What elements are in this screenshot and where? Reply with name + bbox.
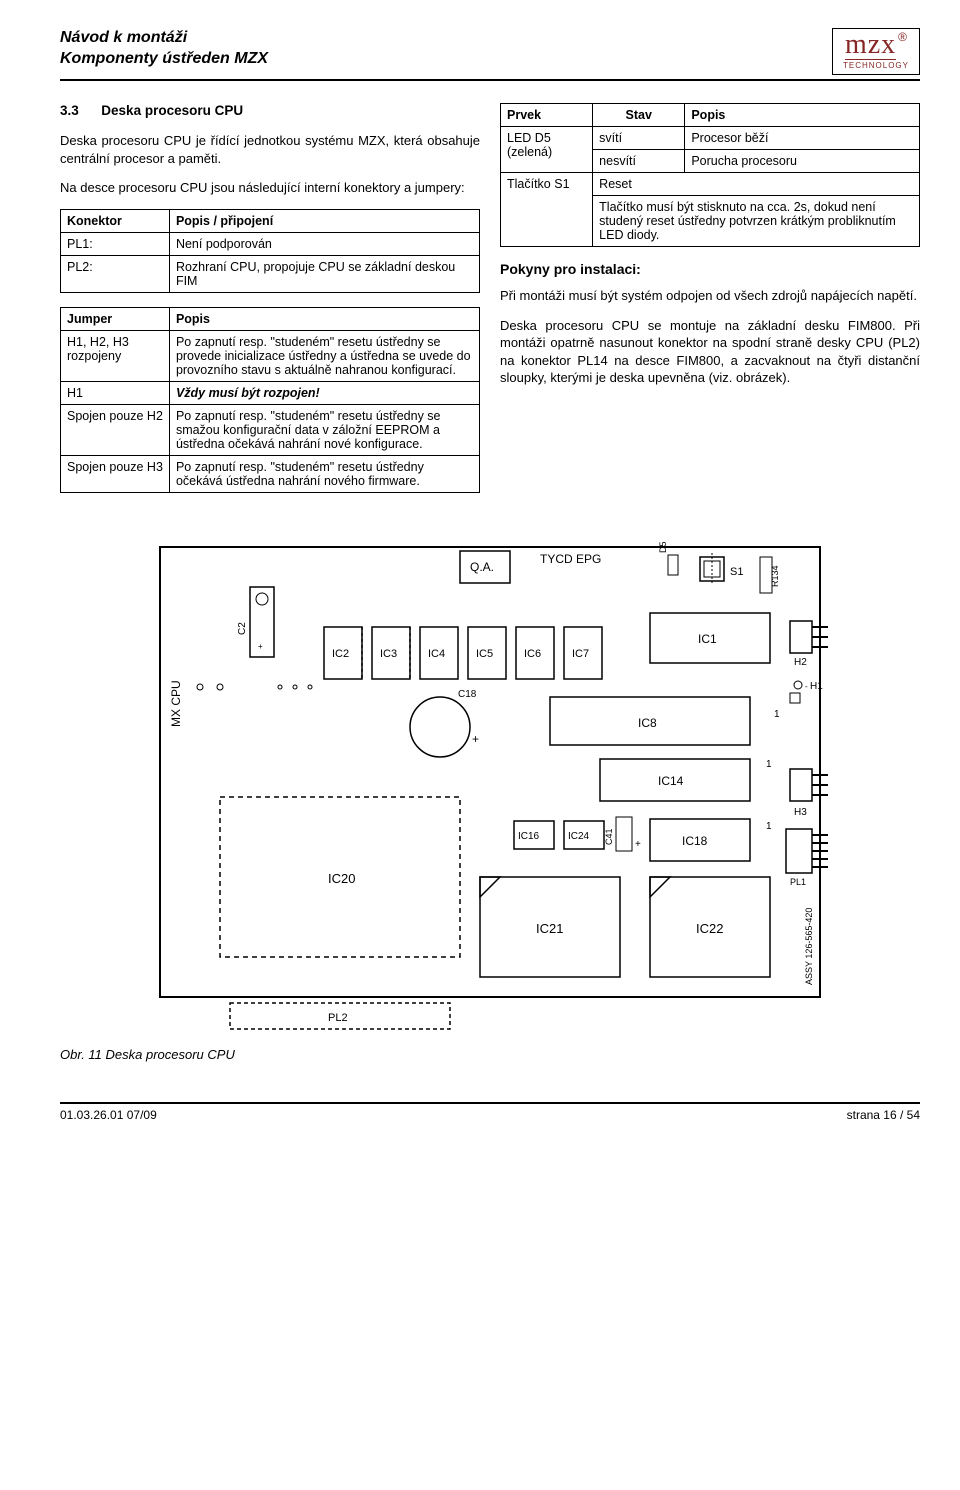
ic7-label: IC7 bbox=[572, 648, 589, 660]
state-table: Prvek Stav Popis LED D5 (zelená) svítí P… bbox=[500, 103, 920, 247]
one-1: 1 bbox=[774, 709, 780, 720]
connector-table: Konektor Popis / připojení PL1: Není pod… bbox=[60, 209, 480, 293]
st-h1: Prvek bbox=[501, 104, 593, 127]
h3-label: H3 bbox=[794, 807, 807, 818]
st-h2: Stav bbox=[593, 104, 685, 127]
jump-r4c2: Po zapnutí resp. "studeném" resetu ústře… bbox=[169, 455, 479, 492]
one-2: 1 bbox=[766, 759, 772, 770]
jump-r2c1: H1 bbox=[61, 381, 170, 404]
intro-para-2: Na desce procesoru CPU jsou následující … bbox=[60, 179, 480, 197]
assy-label: ASSY 126-565-420 bbox=[804, 907, 814, 984]
logo-subtitle: TECHNOLOGY bbox=[843, 62, 909, 70]
ic8-label: IC8 bbox=[638, 716, 657, 730]
table-row: LED D5 (zelená) svítí Procesor běží bbox=[501, 127, 920, 150]
pl2-label: PL2 bbox=[328, 1012, 348, 1024]
jump-r4c1: Spojen pouze H3 bbox=[61, 455, 170, 492]
st-r1c2: svítí bbox=[593, 127, 685, 150]
footer-left: 01.03.26.01 07/09 bbox=[60, 1108, 157, 1122]
header-titles: Návod k montáži Komponenty ústředen MZX bbox=[60, 28, 268, 70]
install-heading: Pokyny pro instalaci: bbox=[500, 261, 920, 277]
svg-text:+: + bbox=[258, 642, 263, 651]
st-r1c3: Procesor běží bbox=[685, 127, 920, 150]
ic16-label: IC16 bbox=[518, 831, 540, 842]
ic1-label: IC1 bbox=[698, 632, 717, 646]
jump-r3c2: Po zapnutí resp. "studeném" resetu ústře… bbox=[169, 404, 479, 455]
ic21-label: IC21 bbox=[536, 921, 563, 936]
st-h3: Popis bbox=[685, 104, 920, 127]
section-title: Deska procesoru CPU bbox=[101, 103, 243, 118]
ic20-label: IC20 bbox=[328, 871, 355, 886]
right-column: Prvek Stav Popis LED D5 (zelená) svítí P… bbox=[500, 103, 920, 507]
ic22-label: IC22 bbox=[696, 921, 723, 936]
st-r3c2: Reset bbox=[593, 173, 920, 196]
ic4-label: IC4 bbox=[428, 648, 445, 660]
c18-label: C18 bbox=[458, 689, 477, 700]
install-p2: Deska procesoru CPU se montuje na základ… bbox=[500, 317, 920, 387]
table-row: H1, H2, H3 rozpojeny Po zapnutí resp. "s… bbox=[61, 330, 480, 381]
intro-para-1: Deska procesoru CPU je řídící jednotkou … bbox=[60, 132, 480, 167]
h2-label: H2 bbox=[794, 657, 807, 668]
conn-r1c2: Není podporován bbox=[169, 232, 479, 255]
figure-caption: Obr. 11 Deska procesoru CPU bbox=[60, 1047, 920, 1062]
ic3-label: IC3 bbox=[380, 648, 397, 660]
jump-h2: Popis bbox=[169, 307, 479, 330]
st-r3c1: Tlačítko S1 bbox=[501, 173, 593, 247]
svg-text:+: + bbox=[472, 732, 479, 746]
st-r2c3: Porucha procesoru bbox=[685, 150, 920, 173]
r134-label: R134 bbox=[770, 565, 780, 587]
qa-label: Q.A. bbox=[470, 560, 494, 574]
s1-label: S1 bbox=[730, 566, 743, 578]
page-header: Návod k montáži Komponenty ústředen MZX … bbox=[60, 28, 920, 81]
install-p1: Při montáži musí být systém odpojen od v… bbox=[500, 287, 920, 305]
header-title-1: Návod k montáži bbox=[60, 28, 268, 49]
c2-label: C2 bbox=[237, 621, 248, 634]
registered-icon: ® bbox=[898, 30, 907, 44]
section-heading: 3.3 Deska procesoru CPU bbox=[60, 103, 480, 118]
conn-r2c2: Rozhraní CPU, propojuje CPU se základní … bbox=[169, 255, 479, 292]
jump-r2c2: Vždy musí být rozpojen! bbox=[169, 381, 479, 404]
logo-text: mzx bbox=[845, 31, 896, 60]
table-row: PL2: Rozhraní CPU, propojuje CPU se zákl… bbox=[61, 255, 480, 292]
conn-h2: Popis / připojení bbox=[169, 209, 479, 232]
jump-r3c1: Spojen pouze H2 bbox=[61, 404, 170, 455]
table-row: Spojen pouze H3 Po zapnutí resp. "studen… bbox=[61, 455, 480, 492]
section-number: 3.3 bbox=[60, 103, 79, 118]
ic18-label: IC18 bbox=[682, 834, 708, 848]
jump-h1: Jumper bbox=[61, 307, 170, 330]
one-3: 1 bbox=[766, 821, 772, 832]
conn-r1c1: PL1: bbox=[61, 232, 170, 255]
pcb-diagram: Q.A. TYCD EPG S1 D5 R134 MX CPU + C2 IC2… bbox=[110, 537, 870, 1037]
st-r3c3: Tlačítko musí být stisknuto na cca. 2s, … bbox=[593, 196, 920, 247]
svg-text:+: + bbox=[635, 839, 641, 850]
h1-label: H1 bbox=[810, 681, 823, 692]
d5-label: D5 bbox=[658, 541, 668, 553]
ic24-label: IC24 bbox=[568, 831, 590, 842]
jumper-table: Jumper Popis H1, H2, H3 rozpojeny Po zap… bbox=[60, 307, 480, 493]
table-row: Spojen pouze H2 Po zapnutí resp. "studen… bbox=[61, 404, 480, 455]
ic6-label: IC6 bbox=[524, 648, 541, 660]
tycd-label: TYCD EPG bbox=[540, 552, 601, 566]
header-title-2: Komponenty ústředen MZX bbox=[60, 49, 268, 70]
brand-logo: mzx® TECHNOLOGY bbox=[832, 28, 920, 75]
page-footer: 01.03.26.01 07/09 strana 16 / 54 bbox=[60, 1102, 920, 1122]
ic5-label: IC5 bbox=[476, 648, 493, 660]
footer-right: strana 16 / 54 bbox=[847, 1108, 920, 1122]
c41-label: C41 bbox=[604, 828, 614, 845]
left-column: 3.3 Deska procesoru CPU Deska procesoru … bbox=[60, 103, 480, 507]
conn-r2c1: PL2: bbox=[61, 255, 170, 292]
ic14-label: IC14 bbox=[658, 774, 684, 788]
table-row: Tlačítko S1 Reset bbox=[501, 173, 920, 196]
st-r1c1: LED D5 (zelená) bbox=[501, 127, 593, 173]
ic2-label: IC2 bbox=[332, 648, 349, 660]
jump-r1c1: H1, H2, H3 rozpojeny bbox=[61, 330, 170, 381]
svg-text:-: - bbox=[805, 682, 808, 691]
table-row: H1 Vždy musí být rozpojen! bbox=[61, 381, 480, 404]
pl1-label: PL1 bbox=[790, 877, 806, 887]
mxcpu-label: MX CPU bbox=[169, 680, 183, 727]
jump-r1c2: Po zapnutí resp. "studeném" resetu ústře… bbox=[169, 330, 479, 381]
st-r2c2: nesvítí bbox=[593, 150, 685, 173]
table-row: PL1: Není podporován bbox=[61, 232, 480, 255]
conn-h1: Konektor bbox=[61, 209, 170, 232]
